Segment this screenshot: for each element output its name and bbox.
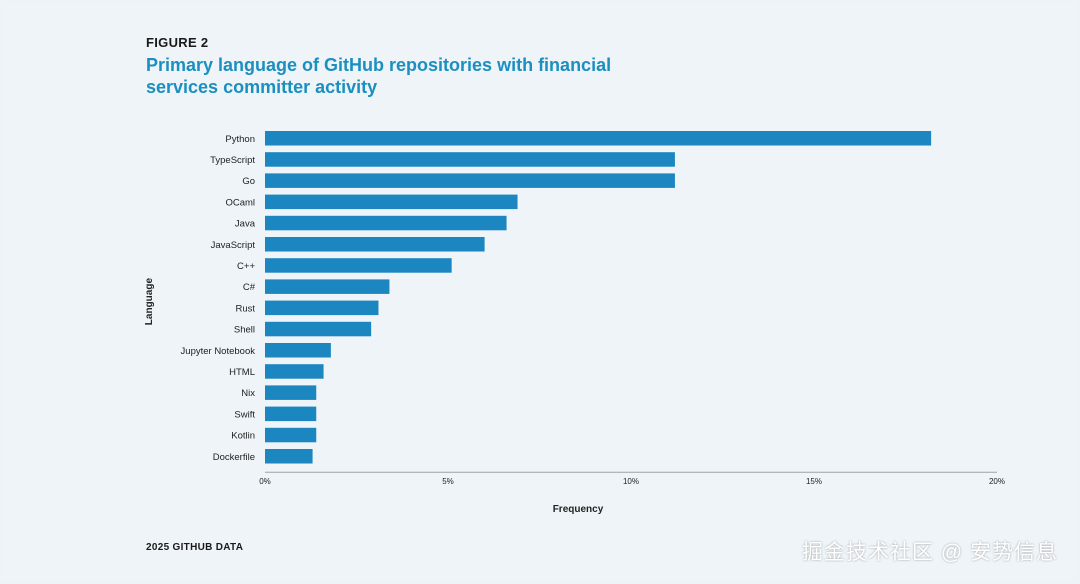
bar-swift <box>265 406 317 422</box>
figure-label: FIGURE 2 <box>146 35 209 50</box>
x-tick-label: 10% <box>623 477 639 486</box>
watermark: 掘金技术社区 @ 安势信息 <box>802 541 1058 564</box>
bar-python <box>265 131 932 146</box>
bar-javascript <box>265 237 485 252</box>
bar-dockerfile <box>265 449 313 464</box>
category-label: C++ <box>237 261 255 272</box>
x-tick-label: 0% <box>259 477 271 486</box>
x-axis-title: Frequency <box>553 504 604 515</box>
y-axis-title: Language <box>144 278 155 326</box>
bar-ocaml <box>265 194 518 210</box>
bar-c- <box>265 258 452 273</box>
category-label: HTML <box>229 367 255 378</box>
x-tick-label: 5% <box>442 477 454 486</box>
category-label: Nix <box>241 388 255 399</box>
category-labels: Python TypeScript Go OCaml Java JavaScript C++… <box>181 134 256 463</box>
category-label: Swift <box>234 409 255 420</box>
bar-html <box>265 364 324 379</box>
category-label: C# <box>243 282 256 293</box>
figure-title: Primary language of GitHub repositories … <box>146 55 612 97</box>
category-label: OCaml <box>225 197 255 208</box>
bar-java <box>265 215 507 231</box>
bar-shell <box>265 321 372 337</box>
category-label: Shell <box>234 325 255 336</box>
bar-c- <box>265 279 390 294</box>
bar-go <box>265 173 675 188</box>
bars-group <box>265 131 932 464</box>
x-tick-labels: 0% 5% 10% 15% 20% <box>259 477 1005 486</box>
category-label: TypeScript <box>210 155 255 166</box>
bar-jupyter-notebook <box>265 343 331 358</box>
bar-kotlin <box>265 427 317 443</box>
category-label: Go <box>242 176 255 187</box>
bar-rust <box>265 300 379 316</box>
category-label: Dockerfile <box>213 452 255 463</box>
x-tick-label: 15% <box>806 477 822 486</box>
category-label: Java <box>235 219 256 230</box>
category-label: JavaScript <box>211 240 256 251</box>
category-label: Kotlin <box>231 431 255 442</box>
category-label: Rust <box>235 303 255 314</box>
bar-typescript <box>265 152 675 167</box>
bar-nix <box>265 385 317 400</box>
x-tick-label: 20% <box>989 477 1005 486</box>
category-label: Jupyter Notebook <box>181 346 256 357</box>
category-label: Python <box>225 134 255 145</box>
source-footer: 2025 GITHUB DATA <box>146 542 244 553</box>
